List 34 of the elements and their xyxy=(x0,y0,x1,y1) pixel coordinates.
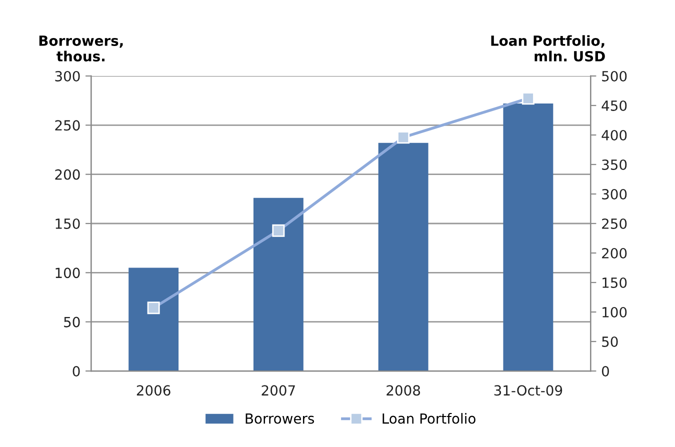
bar xyxy=(378,142,428,372)
point xyxy=(397,131,410,144)
y2-tick-label: 200 xyxy=(602,248,627,258)
y2-tick-label: 50 xyxy=(602,336,618,347)
y2-tick-label: 350 xyxy=(602,159,627,170)
y-tick-label: 50 xyxy=(64,316,80,328)
x-tick-label: 2007 xyxy=(262,385,295,396)
y2-axis-title: Loan Portfolio, mln. USD xyxy=(491,35,605,62)
y-tick-label: 0 xyxy=(72,366,80,376)
y2-tick-label: 400 xyxy=(602,130,627,140)
y2-tick-label: 150 xyxy=(602,277,627,288)
y-tick-label: 200 xyxy=(55,169,80,180)
y-tick-label: 250 xyxy=(55,120,80,131)
bar xyxy=(253,198,304,372)
x-tick-label: 31-Oct-09 xyxy=(494,385,562,396)
y-tick-label: 150 xyxy=(56,218,80,229)
point xyxy=(147,302,160,314)
x-tick-label: 2006 xyxy=(136,385,170,396)
y-tick-label: 300 xyxy=(55,70,80,82)
bar xyxy=(503,104,554,372)
y-axis-title: Borrowers, thous. xyxy=(39,36,123,62)
legend-label: Loan Portfolio xyxy=(382,413,476,424)
legend-label: Borrowers xyxy=(246,413,314,424)
point xyxy=(522,92,534,105)
y2-tick-label: 250 xyxy=(602,218,627,229)
y2-tick-label: 500 xyxy=(602,70,627,82)
y-tick-label: 100 xyxy=(56,268,80,278)
y2-tick-label: 300 xyxy=(602,188,627,200)
point xyxy=(272,224,285,237)
x-tick-label: 2008 xyxy=(386,385,420,396)
bar xyxy=(128,268,179,372)
y2-tick-label: 450 xyxy=(602,100,627,111)
y2-tick-label: 100 xyxy=(602,306,627,318)
y2-tick-label: 0 xyxy=(602,366,609,376)
